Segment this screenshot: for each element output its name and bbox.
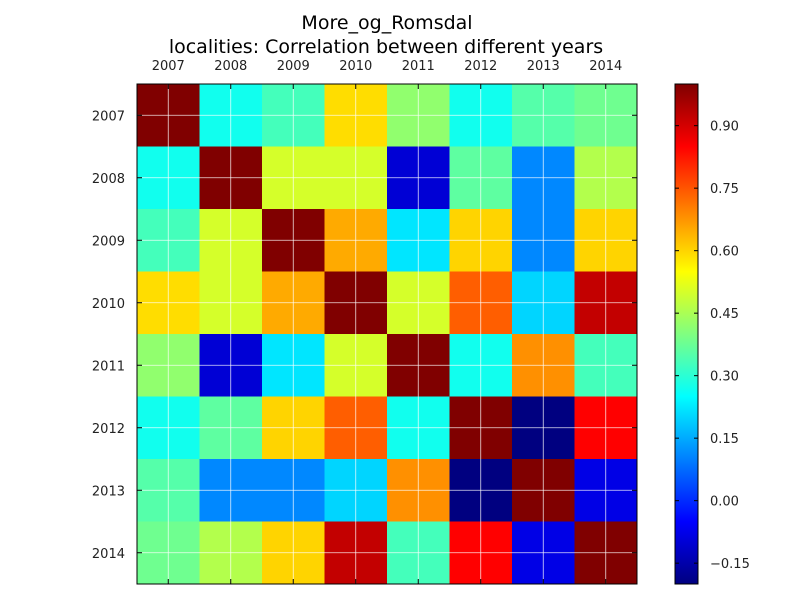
y-tick-label: 2010 [92,297,125,312]
colorbar-tick-label: 0.90 [710,120,739,135]
x-tick-label: 2010 [339,59,372,74]
x-tick-label: 2007 [152,59,185,74]
colorbar-tick-label: 0.00 [710,495,739,510]
chart-title-line-1: More_og_Romsdal [301,12,473,34]
y-tick-label: 2009 [92,234,125,249]
colorbar-tick-label: 0.15 [710,432,739,447]
x-tick-label: 2014 [589,59,622,74]
y-tick-label: 2008 [92,172,125,187]
colorbar-tick-label: 0.45 [710,307,739,322]
y-tick-label: 2007 [92,109,125,124]
colorbar-tick-label: 0.75 [710,182,739,197]
colorbar-tick-label: −0.15 [710,557,750,572]
x-tick-label: 2009 [277,59,310,74]
x-tick-label: 2008 [214,59,247,74]
y-tick-label: 2011 [92,359,125,374]
x-tick-label: 2011 [402,59,435,74]
x-tick-label: 2012 [464,59,497,74]
y-tick-label: 2013 [92,484,125,499]
colorbar-tick-label: 0.60 [710,245,739,260]
colorbar [674,83,699,585]
x-tick-label: 2013 [527,59,560,74]
colorbar-tick-label: 0.30 [710,370,739,385]
plot-frame [136,83,638,585]
chart-title-line-2: localities: Correlation between differen… [168,36,604,58]
y-tick-label: 2014 [92,547,125,562]
y-tick-label: 2012 [92,422,125,437]
